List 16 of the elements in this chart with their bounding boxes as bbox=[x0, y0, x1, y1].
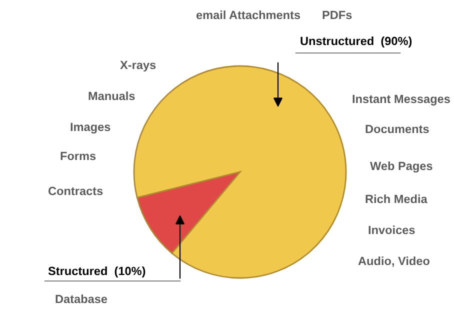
text: Invoices bbox=[368, 225, 415, 234]
text: email Attachments bbox=[196, 10, 300, 20]
text: Manuals bbox=[88, 92, 135, 100]
text: Audio, Video bbox=[358, 256, 430, 267]
text: Contracts bbox=[48, 186, 103, 196]
slice-label: Unstructured (90%) bbox=[300, 36, 412, 48]
text: Documents bbox=[366, 124, 429, 134]
text: X-rays bbox=[120, 60, 156, 72]
text: Images bbox=[70, 122, 110, 134]
text: Instant Messages bbox=[352, 94, 450, 106]
text: Rich Media bbox=[366, 194, 428, 204]
text: Forms bbox=[60, 152, 96, 160]
text: Web Pages bbox=[370, 161, 432, 173]
text: PDFs bbox=[322, 10, 352, 20]
slice-label: Structured (10%) bbox=[48, 266, 146, 278]
text: Database bbox=[56, 294, 108, 304]
